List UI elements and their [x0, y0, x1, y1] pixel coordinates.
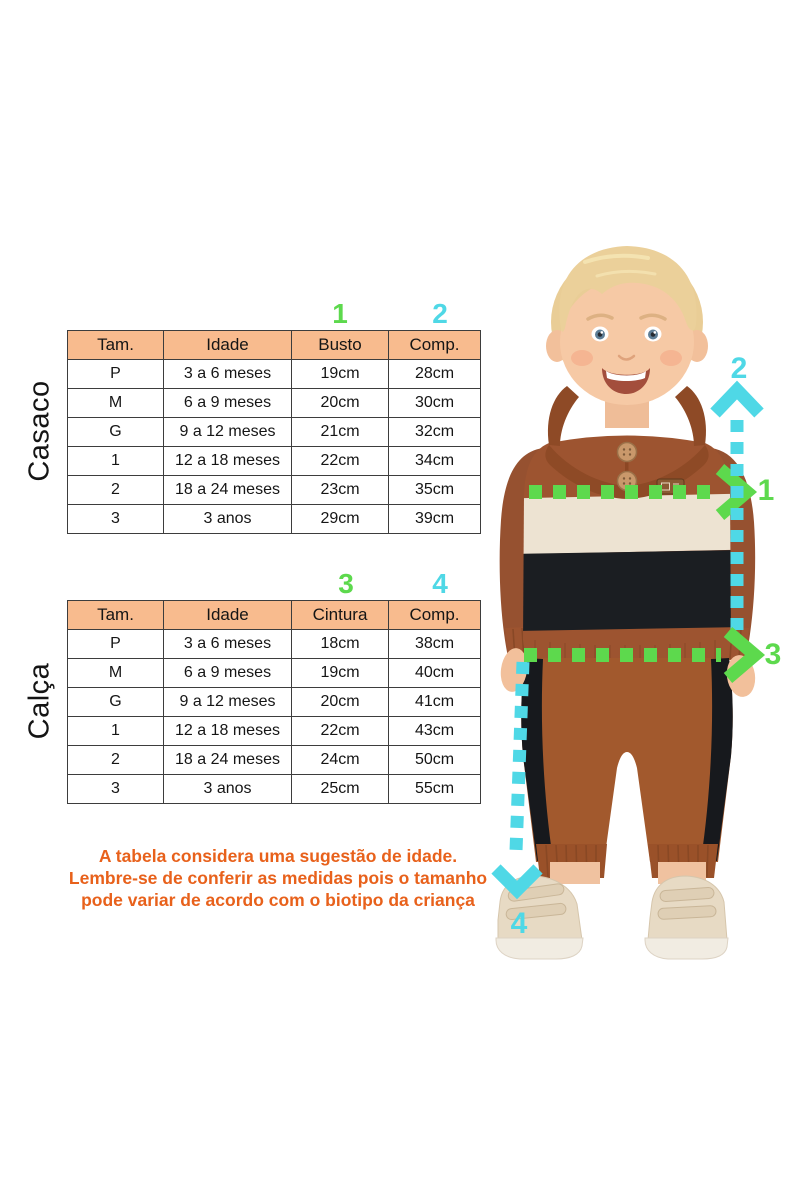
- measure-overlay: [491, 380, 766, 900]
- table-cell: 22cm: [291, 446, 389, 476]
- pants-stripe-left: [521, 658, 553, 861]
- measure-marker-2: 2: [730, 352, 748, 385]
- measure-marker-4: 4: [510, 907, 528, 940]
- table-row: M 6 a 9 meses 20cm 30cm: [67, 388, 481, 418]
- baby-hair: [559, 246, 697, 332]
- table-cell: 18 a 24 meses: [163, 475, 292, 505]
- table-row: 3 3 anos 29cm 39cm: [67, 504, 481, 534]
- note-line: Lembre-se de conferir as medidas pois o …: [68, 868, 488, 888]
- note-line: pode variar de acordo com o biotipo da c…: [81, 890, 475, 910]
- calca-size-table: Tam. Idade Cintura Comp. P 3 a 6 meses 1…: [67, 600, 481, 804]
- header-cell-idade: Idade: [163, 600, 292, 630]
- note-line: A tabela considera uma sugestão de idade…: [98, 846, 458, 866]
- header-cell-busto: Busto: [291, 330, 389, 360]
- table-cell: 2: [67, 475, 164, 505]
- header-cell-idade: Idade: [163, 330, 292, 360]
- table-row: G 9 a 12 meses 21cm 32cm: [67, 417, 481, 447]
- table-cell: 32cm: [388, 417, 481, 447]
- header-cell-comp: Comp.: [388, 330, 481, 360]
- table-cell: 12 a 18 meses: [163, 446, 292, 476]
- table-cell: 39cm: [388, 504, 481, 534]
- header-cell-comp: Comp.: [388, 600, 481, 630]
- table-cell: 20cm: [291, 687, 389, 717]
- column-marker-4: 4: [432, 568, 448, 599]
- column-marker-1: 1: [332, 298, 348, 329]
- size-disclaimer-note: A tabela considera uma sugestão de idade…: [58, 845, 498, 911]
- pants-stripe-right: [701, 658, 733, 861]
- casaco-size-table: Tam. Idade Busto Comp. P 3 a 6 meses 19c…: [67, 330, 481, 534]
- arrow-right-icon: [715, 464, 758, 520]
- header-cell-cintura: Cintura: [291, 600, 389, 630]
- table-cell: 3 a 6 meses: [163, 359, 292, 389]
- table-cell: 19cm: [291, 658, 389, 688]
- table-cell: 6 a 9 meses: [163, 388, 292, 418]
- table-cell: 55cm: [388, 774, 481, 804]
- table-cell: 40cm: [388, 658, 481, 688]
- table-cell: 3 anos: [163, 774, 292, 804]
- table-cell: 6 a 9 meses: [163, 658, 292, 688]
- column-marker-3: 3: [338, 568, 354, 599]
- arrow-down-icon: [491, 864, 543, 900]
- table-row: 2 18 a 24 meses 23cm 35cm: [67, 475, 481, 505]
- table-cell: 24cm: [291, 745, 389, 775]
- table-header-row: Tam. Idade Busto Comp.: [67, 330, 481, 360]
- pants: [521, 658, 733, 878]
- table-cell: 25cm: [291, 774, 389, 804]
- table-cell: 20cm: [291, 388, 389, 418]
- table-cell: 3: [67, 504, 164, 534]
- table-cell: 19cm: [291, 359, 389, 389]
- table-row: 1 12 a 18 meses 22cm 43cm: [67, 716, 481, 746]
- table-row: 3 3 anos 25cm 55cm: [67, 774, 481, 804]
- table-cell: 3 anos: [163, 504, 292, 534]
- table-row: 1 12 a 18 meses 22cm 34cm: [67, 446, 481, 476]
- hoodie-cream-band: [523, 493, 731, 555]
- measure-marker-1: 1: [757, 474, 775, 507]
- table-row: P 3 a 6 meses 19cm 28cm: [67, 359, 481, 389]
- table-header-row: Tam. Idade Cintura Comp.: [67, 600, 481, 630]
- table-cell: 30cm: [388, 388, 481, 418]
- measure-line-pants-length: [509, 661, 530, 852]
- table-cell: 23cm: [291, 475, 389, 505]
- table-cell: 3: [67, 774, 164, 804]
- table-row: G 9 a 12 meses 20cm 41cm: [67, 687, 481, 717]
- table-cell: 50cm: [388, 745, 481, 775]
- column-marker-2: 2: [432, 298, 448, 329]
- hoodie-black-band: [523, 549, 731, 632]
- hoodie-torso: [523, 386, 731, 664]
- arrow-up-icon: [710, 380, 764, 418]
- table-cell: 35cm: [388, 475, 481, 505]
- table-cell: P: [67, 629, 164, 659]
- table-row: P 3 a 6 meses 18cm 38cm: [67, 629, 481, 659]
- table-cell: 29cm: [291, 504, 389, 534]
- table-cell: 9 a 12 meses: [163, 417, 292, 447]
- table-cell: G: [67, 417, 164, 447]
- shoes: [495, 875, 729, 960]
- header-cell-tam: Tam.: [67, 600, 164, 630]
- table-cell: 21cm: [291, 417, 389, 447]
- table-cell: 3 a 6 meses: [163, 629, 292, 659]
- table-row: M 6 a 9 meses 19cm 40cm: [67, 658, 481, 688]
- table-cell: 1: [67, 716, 164, 746]
- table-cell: 18cm: [291, 629, 389, 659]
- measure-marker-3: 3: [764, 638, 782, 671]
- baby-head: [546, 246, 708, 428]
- table-cell: 2: [67, 745, 164, 775]
- baby-eyes: [591, 326, 662, 342]
- arrow-right-icon: [723, 627, 766, 683]
